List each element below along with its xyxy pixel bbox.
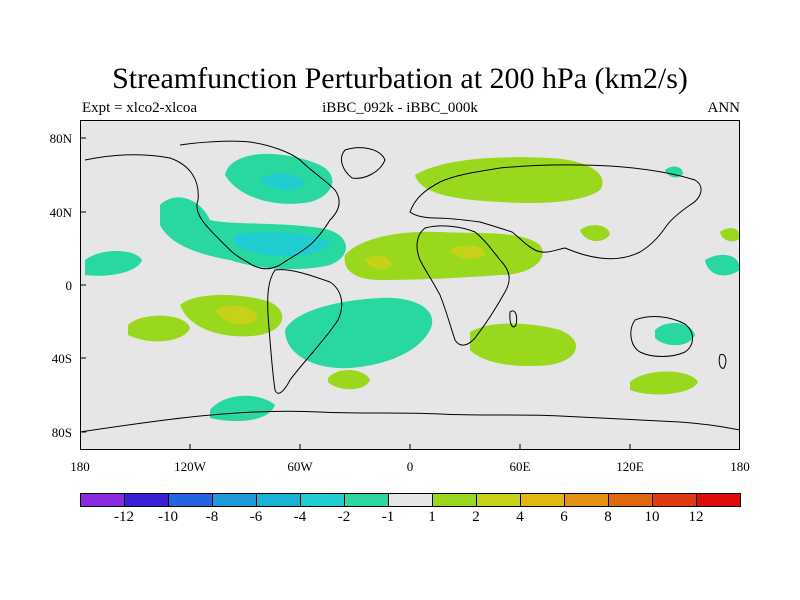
xtick-label: 120W: [174, 459, 206, 474]
colorbar-swatch: [212, 493, 257, 507]
colorbar-label: -2: [337, 509, 351, 525]
colorbar-label: 2: [472, 509, 480, 525]
colorbar-swatch: [432, 493, 477, 507]
coast-antarctica: [80, 410, 740, 433]
coast-africa: [416, 225, 510, 346]
anomaly-gulf-core: [233, 232, 330, 257]
colorbar-label: -6: [249, 509, 263, 525]
colorbar-swatch: [344, 493, 389, 507]
colorbar: [80, 493, 741, 507]
anomaly-indian-positive: [470, 323, 577, 367]
coast-madagascar: [509, 310, 518, 328]
colorbar-label: -1: [381, 509, 395, 525]
xtick-label: 180: [730, 459, 750, 474]
xtick-label: 120E: [616, 459, 644, 474]
anomaly-satlantic-positive: [328, 369, 370, 390]
colorbar-swatch: [652, 493, 697, 507]
xtick-label: 60E: [509, 459, 531, 474]
anomaly-eastasia-positive: [580, 225, 610, 242]
anomaly-canada-core: [260, 173, 305, 190]
colorbar-swatch: [124, 493, 169, 507]
streamfunction-map: [80, 120, 740, 450]
xtick-label: 60W: [287, 459, 313, 474]
anomaly-epacific-negative: [85, 251, 142, 276]
anomaly-africa-core-1: [365, 255, 392, 270]
anomaly-eurasia-positive: [415, 157, 603, 204]
ytick-label: 80N: [49, 131, 72, 146]
colorbar-swatch: [520, 493, 565, 507]
anomaly-satlantic-negative: [285, 297, 433, 369]
anomaly-nz-positive: [630, 371, 698, 395]
colorbar-label: 8: [604, 509, 612, 525]
coast-new-zealand: [718, 353, 727, 369]
tick-marks: [80, 137, 631, 450]
colorbar-swatch: [476, 493, 521, 507]
ytick-label: 0: [65, 278, 73, 293]
anomaly-africa-core-2: [450, 245, 485, 260]
colorbar-label: 12: [688, 509, 704, 525]
colorbar-swatch: [564, 493, 609, 507]
colorbar-swatch: [300, 493, 345, 507]
colorbar-swatch: [168, 493, 213, 507]
anomaly-nwpacific-negative: [665, 166, 683, 178]
anomaly-africa-positive: [344, 231, 543, 280]
anomaly-farpacific-negative: [705, 254, 740, 276]
colorbar-label: -4: [293, 509, 307, 525]
colorbar-swatch: [80, 493, 125, 507]
colorbar-swatch: [388, 493, 433, 507]
anomaly-australia-negative: [655, 323, 695, 346]
experiment-label: Expt = xlco2-xlcoa: [82, 100, 198, 116]
map-background: [80, 120, 740, 450]
colorbar-swatch: [696, 493, 741, 507]
season-label: ANN: [707, 100, 741, 116]
anomaly-wpacific-positive: [720, 228, 740, 242]
xtick-label: 0: [406, 459, 414, 474]
anomaly-fields: [85, 153, 740, 422]
coast-australia: [630, 316, 693, 357]
colorbar-label: 6: [560, 509, 568, 525]
coast-greenland: [341, 147, 386, 179]
colorbar-label: -12: [114, 509, 134, 525]
coast-south-america: [267, 269, 343, 394]
colorbar-label: 4: [516, 509, 524, 525]
colorbar-label: -8: [205, 509, 219, 525]
ytick-label: 40S: [51, 351, 72, 366]
anomaly-swpacific-positive: [128, 315, 190, 342]
coast-north-america: [84, 140, 340, 270]
anomaly-antarctic-negative: [210, 395, 275, 422]
map-title: Streamfunction Perturbation at 200 hPa (…: [112, 62, 688, 95]
colorbar-label: -10: [158, 509, 178, 525]
ytick-label: 40N: [49, 205, 72, 220]
ytick-label: 80S: [51, 425, 72, 440]
coast-europe-asia: [409, 164, 702, 260]
case-label: iBBC_092k - iBBC_000k: [322, 100, 478, 116]
colorbar-label: 10: [644, 509, 660, 525]
xtick-label: 180: [70, 459, 90, 474]
colorbar-swatch: [256, 493, 301, 507]
anomaly-sepacific-core: [215, 305, 258, 325]
coastlines: [80, 140, 740, 433]
colorbar-swatch: [608, 493, 653, 507]
colorbar-label: 1: [428, 509, 436, 525]
